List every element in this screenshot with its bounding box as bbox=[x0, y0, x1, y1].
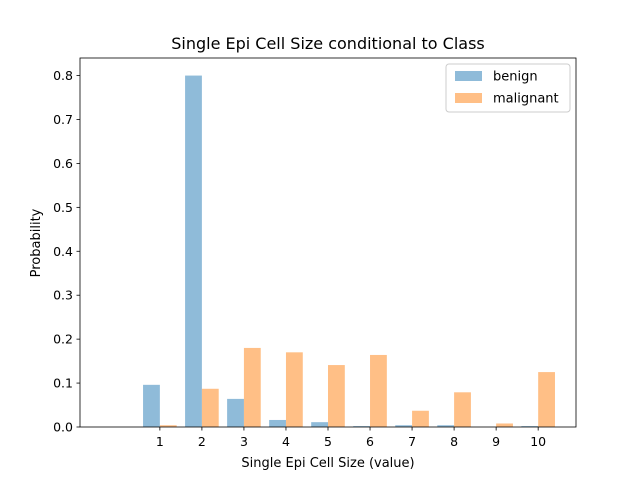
bar-malignant-2 bbox=[201, 388, 219, 427]
bar-malignant-6 bbox=[370, 354, 387, 427]
bar-benign-7 bbox=[395, 425, 413, 427]
x-tick-label: 3 bbox=[240, 434, 248, 449]
x-axis-label: Single Epi Cell Size (value) bbox=[241, 456, 414, 471]
y-tick-label: 0.4 bbox=[53, 244, 73, 259]
legend: benign malignant bbox=[445, 63, 571, 113]
legend-swatch-malignant bbox=[455, 93, 482, 103]
y-tick-label: 0.6 bbox=[53, 156, 73, 171]
legend-label-benign: benign bbox=[493, 70, 538, 85]
y-axis: 0.0 0.1 0.2 0.3 0.4 0.5 0.6 0.7 0.8 bbox=[53, 68, 80, 435]
x-tick-label: 7 bbox=[408, 434, 416, 449]
y-tick-label: 0.0 bbox=[53, 420, 73, 435]
y-tick-label: 0.8 bbox=[53, 68, 73, 83]
bar-malignant-5 bbox=[328, 365, 345, 427]
bar-benign-2 bbox=[185, 75, 202, 427]
bar-malignant-9 bbox=[496, 423, 513, 427]
x-tick-label: 6 bbox=[366, 434, 374, 449]
bar-benign-5 bbox=[311, 422, 328, 427]
legend-label-malignant: malignant bbox=[493, 92, 559, 107]
bar-benign-3 bbox=[227, 398, 244, 427]
bar-malignant-4 bbox=[285, 352, 303, 427]
y-tick-label: 0.3 bbox=[53, 288, 73, 303]
bar-benign-4 bbox=[269, 419, 286, 427]
x-tick-label: 5 bbox=[324, 434, 332, 449]
bar-benign-1 bbox=[143, 384, 160, 427]
x-tick-label: 2 bbox=[198, 434, 206, 449]
x-tick-label: 8 bbox=[450, 434, 458, 449]
bar-malignant-10 bbox=[538, 372, 555, 427]
x-tick-label: 10 bbox=[530, 434, 546, 449]
y-axis-label: Probability bbox=[29, 208, 44, 277]
bar-malignant-1 bbox=[159, 425, 177, 427]
y-tick-label: 0.5 bbox=[53, 200, 73, 215]
x-tick-label: 9 bbox=[492, 434, 500, 449]
y-tick-label: 0.2 bbox=[53, 332, 73, 347]
bar-malignant-3 bbox=[243, 347, 261, 427]
y-tick-label: 0.1 bbox=[53, 376, 73, 391]
bar-benign-10 bbox=[521, 426, 539, 427]
bar-benign-8 bbox=[437, 425, 455, 427]
y-tick-label: 0.7 bbox=[53, 112, 73, 127]
plot-area bbox=[79, 57, 577, 428]
x-tick-label: 4 bbox=[282, 434, 290, 449]
x-tick-label: 1 bbox=[156, 434, 164, 449]
bar-benign-6 bbox=[353, 426, 371, 427]
legend-swatch-benign bbox=[455, 71, 482, 81]
chart-title: Single Epi Cell Size conditional to Clas… bbox=[171, 34, 485, 53]
bar-malignant-7 bbox=[412, 410, 429, 427]
x-axis: 1 2 3 4 5 6 7 8 9 10 bbox=[156, 427, 546, 449]
bar-malignant-8 bbox=[454, 392, 471, 427]
